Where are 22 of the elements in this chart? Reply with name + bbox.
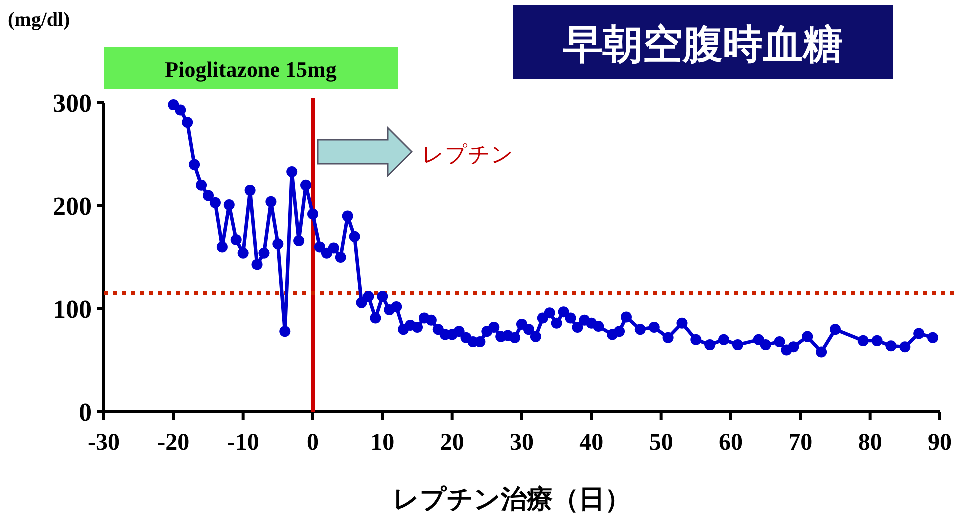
x-tick-label: 40 xyxy=(580,430,604,456)
x-tick-label: 50 xyxy=(649,430,674,456)
x-tick-label: 90 xyxy=(928,430,952,456)
x-tick-label: 0 xyxy=(307,430,319,456)
x-tick-label: -30 xyxy=(88,430,120,456)
x-axis-title: レプチン治療（日） xyxy=(393,485,631,515)
x-tick-label: 80 xyxy=(858,430,882,456)
x-tick-label: 70 xyxy=(788,430,813,456)
chart-title: 早朝空腹時血糖 xyxy=(562,22,843,68)
y-axis-title: (mg/dl) xyxy=(8,9,70,31)
x-tick-label: -20 xyxy=(158,430,190,456)
y-tick-label: 200 xyxy=(53,192,92,221)
x-tick-label: 20 xyxy=(440,430,464,456)
x-tick-label: -10 xyxy=(227,430,260,456)
text: Pioglitazone 15mg xyxy=(165,57,337,82)
y-tick-label: 300 xyxy=(53,89,92,118)
y-tick-label: 100 xyxy=(53,295,92,324)
x-tick-label: 30 xyxy=(510,430,534,456)
x-tick-label: 60 xyxy=(719,430,743,456)
annotation: レプチン xyxy=(422,143,514,168)
x-tick-label: 10 xyxy=(370,430,395,456)
y-tick-label: 0 xyxy=(79,398,92,427)
